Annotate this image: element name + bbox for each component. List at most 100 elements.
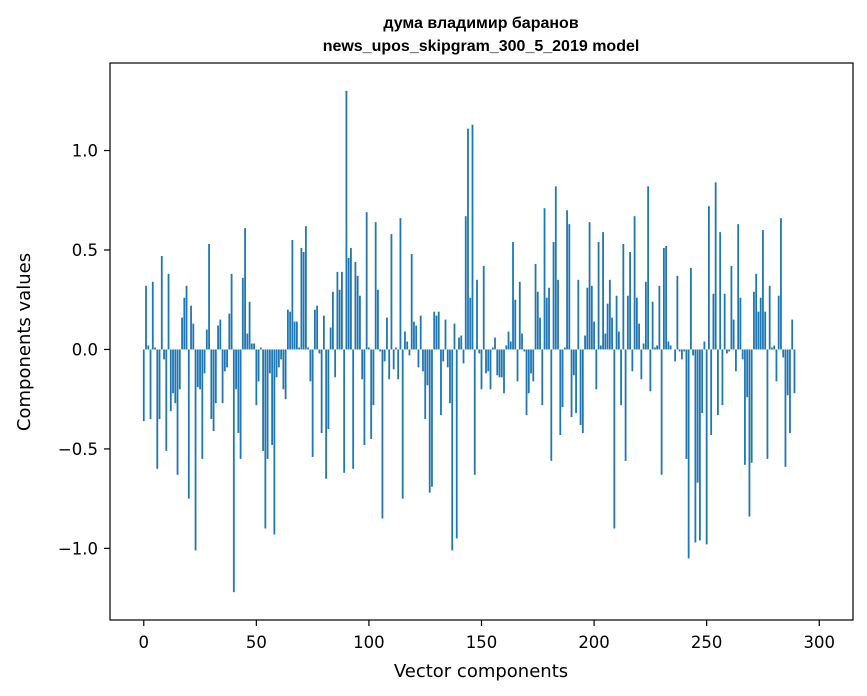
bar bbox=[361, 349, 364, 380]
bar bbox=[552, 242, 555, 350]
bar bbox=[588, 222, 591, 350]
bar bbox=[503, 349, 505, 394]
bar bbox=[516, 349, 519, 382]
bar bbox=[633, 216, 636, 350]
bar bbox=[662, 248, 665, 350]
bar bbox=[649, 349, 652, 392]
bar bbox=[147, 345, 150, 350]
bar bbox=[500, 349, 503, 378]
bar bbox=[678, 349, 681, 352]
bar bbox=[237, 349, 240, 434]
bar bbox=[759, 297, 762, 350]
bar bbox=[512, 242, 514, 350]
bar bbox=[780, 218, 782, 350]
bar bbox=[462, 349, 465, 364]
bar bbox=[325, 349, 328, 479]
bar bbox=[165, 349, 168, 451]
bar bbox=[246, 333, 249, 350]
bar bbox=[230, 273, 233, 350]
bar bbox=[298, 347, 301, 350]
bar bbox=[431, 349, 433, 487]
bar bbox=[658, 285, 661, 350]
bar bbox=[183, 297, 186, 350]
bar bbox=[212, 349, 215, 432]
bar bbox=[543, 208, 546, 350]
bar bbox=[372, 349, 375, 406]
bar bbox=[581, 349, 584, 434]
bar bbox=[757, 311, 760, 350]
bar bbox=[435, 315, 438, 350]
bar bbox=[523, 349, 526, 352]
y-tick-label: 0.0 bbox=[72, 340, 98, 359]
bar bbox=[768, 285, 771, 350]
bar bbox=[509, 341, 512, 350]
bar bbox=[458, 337, 460, 350]
bar bbox=[235, 349, 237, 390]
bar bbox=[550, 349, 553, 461]
bar bbox=[476, 279, 478, 350]
bar bbox=[791, 319, 794, 350]
bar bbox=[660, 349, 663, 475]
bar bbox=[404, 331, 406, 350]
bar bbox=[273, 349, 276, 535]
bar bbox=[541, 349, 544, 406]
bar bbox=[793, 349, 796, 394]
bar bbox=[241, 277, 244, 350]
bar bbox=[728, 349, 731, 352]
bar bbox=[386, 317, 388, 350]
bar bbox=[304, 226, 307, 350]
y-tick-label: 1.0 bbox=[72, 142, 98, 161]
bar bbox=[723, 293, 726, 350]
bar bbox=[442, 349, 445, 362]
bar bbox=[181, 317, 183, 350]
bar bbox=[226, 349, 228, 368]
bar bbox=[557, 279, 559, 350]
bar bbox=[566, 210, 568, 350]
bar bbox=[561, 349, 564, 408]
bar bbox=[203, 349, 206, 374]
bar bbox=[653, 347, 656, 350]
bar bbox=[717, 349, 719, 416]
bar bbox=[151, 281, 154, 350]
bar bbox=[762, 230, 764, 350]
bar bbox=[473, 349, 476, 475]
bar bbox=[176, 349, 179, 475]
bar bbox=[356, 275, 359, 350]
bar bbox=[460, 335, 463, 350]
bar bbox=[485, 349, 487, 374]
bar bbox=[590, 285, 593, 350]
bar bbox=[584, 335, 586, 350]
bar bbox=[228, 313, 231, 350]
bar bbox=[527, 349, 530, 394]
y-tick-label: −1.0 bbox=[58, 539, 98, 558]
bar bbox=[784, 349, 787, 467]
bar bbox=[219, 319, 222, 350]
bar bbox=[622, 244, 625, 350]
bar bbox=[451, 349, 454, 551]
bar bbox=[417, 349, 420, 368]
bar bbox=[464, 216, 467, 350]
x-tick-label: 50 bbox=[246, 633, 267, 652]
bar bbox=[408, 349, 411, 356]
bar bbox=[388, 349, 391, 380]
bar bbox=[359, 295, 361, 350]
bar bbox=[142, 349, 145, 422]
bar bbox=[354, 261, 357, 350]
bar bbox=[185, 285, 188, 350]
bar bbox=[257, 349, 260, 382]
bar bbox=[390, 234, 393, 350]
bar bbox=[253, 343, 255, 350]
bar bbox=[307, 347, 310, 350]
bar bbox=[167, 273, 170, 350]
bar bbox=[169, 349, 172, 412]
bar bbox=[775, 349, 778, 382]
bar bbox=[687, 349, 690, 559]
bar bbox=[264, 349, 267, 529]
bar bbox=[271, 349, 274, 445]
chart-title-line2: news_upos_skipgram_300_5_2019 model bbox=[323, 38, 640, 55]
bar bbox=[320, 349, 323, 434]
bar bbox=[419, 315, 422, 350]
bar bbox=[160, 255, 163, 350]
x-tick-label: 250 bbox=[691, 633, 723, 652]
bar bbox=[514, 299, 517, 350]
